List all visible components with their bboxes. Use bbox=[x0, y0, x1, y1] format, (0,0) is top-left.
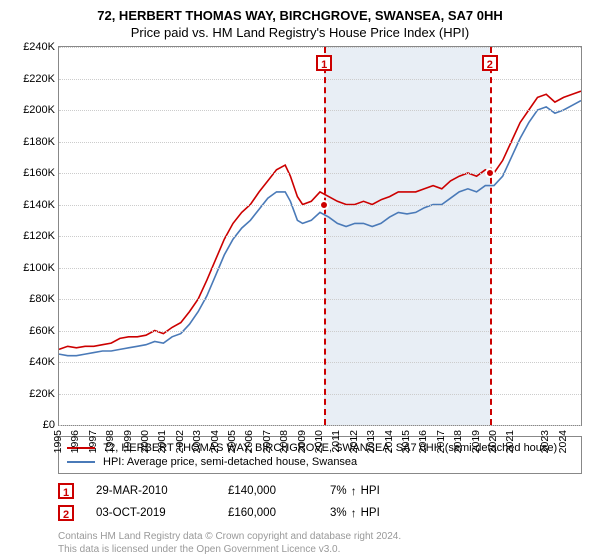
transaction-row: 2 03-OCT-2019 £160,000 3% ↑ HPI bbox=[58, 502, 582, 524]
transaction-date: 03-OCT-2019 bbox=[96, 507, 206, 519]
y-tick-label: £100K bbox=[23, 262, 59, 274]
transactions-table: 1 29-MAR-2010 £140,000 7% ↑ HPI 2 03-OCT-2019 £1… bbox=[58, 480, 582, 524]
transaction-row: 1 29-MAR-2010 £140,000 7% ↑ HPI bbox=[58, 480, 582, 502]
transaction-pct: 3% bbox=[330, 507, 347, 519]
transaction-price: £160,000 bbox=[228, 507, 308, 519]
x-tick-label: 1997 bbox=[87, 430, 99, 453]
transaction-hpi-suffix: HPI bbox=[361, 507, 380, 519]
x-tick-label: 2005 bbox=[226, 430, 238, 453]
x-tick-label: 1996 bbox=[69, 430, 81, 453]
x-axis-labels: 1995199619971998199920002001200220032004… bbox=[58, 428, 582, 432]
x-tick-label: 1999 bbox=[122, 430, 134, 453]
arrow-up-icon: ↑ bbox=[351, 484, 357, 498]
x-tick-label: 2006 bbox=[243, 430, 255, 453]
y-tick-label: £120K bbox=[23, 230, 59, 242]
gridline bbox=[59, 236, 581, 237]
gridline bbox=[59, 299, 581, 300]
footer-line-1: Contains HM Land Registry data © Crown c… bbox=[58, 530, 586, 543]
x-tick-label: 2002 bbox=[174, 430, 186, 453]
y-tick-label: £220K bbox=[23, 73, 59, 85]
marker-line bbox=[324, 47, 326, 425]
y-tick-label: £80K bbox=[29, 293, 59, 305]
footer-text: Contains HM Land Registry data © Crown c… bbox=[58, 530, 586, 556]
x-tick-label: 2016 bbox=[417, 430, 429, 453]
x-tick-label: 2001 bbox=[156, 430, 168, 453]
x-tick-label: 2021 bbox=[504, 430, 516, 453]
transaction-badge: 2 bbox=[58, 505, 74, 521]
x-tick-label: 2010 bbox=[313, 430, 325, 453]
plot-area: £0£20K£40K£60K£80K£100K£120K£140K£160K£1… bbox=[58, 46, 582, 426]
x-tick-label: 2011 bbox=[330, 430, 342, 453]
y-tick-label: £40K bbox=[29, 356, 59, 368]
marker-dot bbox=[319, 200, 329, 210]
gridline bbox=[59, 173, 581, 174]
transaction-pct: 7% bbox=[330, 485, 347, 497]
x-tick-label: 2003 bbox=[191, 430, 203, 453]
x-tick-label: 2020 bbox=[487, 430, 499, 453]
gridline bbox=[59, 362, 581, 363]
x-tick-label: 2008 bbox=[278, 430, 290, 453]
x-tick-label: 2019 bbox=[470, 430, 482, 453]
x-tick-label: 1995 bbox=[52, 430, 64, 453]
x-tick-label: 2024 bbox=[557, 430, 569, 453]
y-tick-label: £160K bbox=[23, 167, 59, 179]
x-tick-label: 2012 bbox=[348, 430, 360, 453]
x-tick-label: 2009 bbox=[296, 430, 308, 453]
x-tick-label: 2007 bbox=[261, 430, 273, 453]
transaction-hpi: 7% ↑ HPI bbox=[330, 484, 380, 498]
gridline bbox=[59, 79, 581, 80]
transaction-date: 29-MAR-2010 bbox=[96, 485, 206, 497]
chart-container: 72, HERBERT THOMAS WAY, BIRCHGROVE, SWAN… bbox=[0, 0, 600, 560]
y-tick-label: £240K bbox=[23, 41, 59, 53]
x-tick-label: 2013 bbox=[365, 430, 377, 453]
x-tick-label: 2015 bbox=[400, 430, 412, 453]
y-tick-label: £180K bbox=[23, 136, 59, 148]
gridline bbox=[59, 142, 581, 143]
series-hpi bbox=[59, 101, 581, 356]
transaction-hpi-suffix: HPI bbox=[361, 485, 380, 497]
legend-label: HPI: Average price, semi-detached house,… bbox=[103, 456, 357, 468]
transaction-badge: 1 bbox=[58, 483, 74, 499]
marker-badge: 2 bbox=[482, 55, 498, 71]
marker-badge: 1 bbox=[316, 55, 332, 71]
x-tick-label: 1998 bbox=[104, 430, 116, 453]
series-subject bbox=[59, 91, 581, 349]
x-tick-label: 2017 bbox=[435, 430, 447, 453]
marker-dot bbox=[485, 168, 495, 178]
x-tick-label: 2014 bbox=[383, 430, 395, 453]
transaction-hpi: 3% ↑ HPI bbox=[330, 506, 380, 520]
y-tick-label: £140K bbox=[23, 199, 59, 211]
x-tick-label: 2023 bbox=[539, 430, 551, 453]
gridline bbox=[59, 425, 581, 426]
marker-line bbox=[490, 47, 492, 425]
x-tick-label: 2000 bbox=[139, 430, 151, 453]
gridline bbox=[59, 268, 581, 269]
y-tick-label: £60K bbox=[29, 325, 59, 337]
gridline bbox=[59, 110, 581, 111]
chart-subtitle: Price paid vs. HM Land Registry's House … bbox=[14, 25, 586, 40]
arrow-up-icon: ↑ bbox=[351, 506, 357, 520]
x-tick-label: 2018 bbox=[452, 430, 464, 453]
legend-swatch bbox=[67, 461, 95, 463]
legend-item: HPI: Average price, semi-detached house,… bbox=[67, 455, 573, 469]
footer-line-2: This data is licensed under the Open Gov… bbox=[58, 543, 586, 556]
gridline bbox=[59, 331, 581, 332]
transaction-price: £140,000 bbox=[228, 485, 308, 497]
gridline bbox=[59, 47, 581, 48]
chart-title: 72, HERBERT THOMAS WAY, BIRCHGROVE, SWAN… bbox=[14, 8, 586, 23]
x-tick-label: 2004 bbox=[209, 430, 221, 453]
y-tick-label: £20K bbox=[29, 388, 59, 400]
y-tick-label: £200K bbox=[23, 104, 59, 116]
gridline bbox=[59, 394, 581, 395]
